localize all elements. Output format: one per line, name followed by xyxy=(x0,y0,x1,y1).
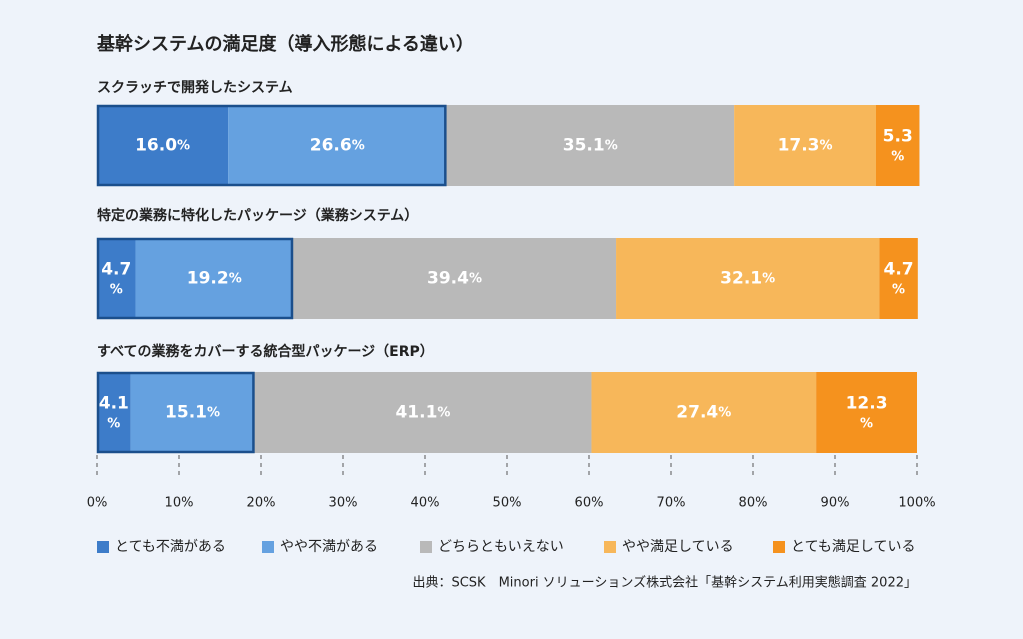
legend-swatch xyxy=(262,541,274,553)
category-label: 特定の業務に特化したパッケージ（業務システム） xyxy=(97,207,418,224)
x-tick-label: 10% xyxy=(165,496,194,511)
source: 出典：SCSK Minori ソリューションズ株式会社「基幹システム利用実態調査… xyxy=(412,575,917,591)
bar-segment xyxy=(446,105,735,186)
legend-swatch xyxy=(773,541,785,553)
value-label: 19.2% xyxy=(187,269,242,289)
category-label: スクラッチで開発したシステム xyxy=(97,79,293,96)
legend-swatch xyxy=(604,541,616,553)
x-tick-label: 60% xyxy=(575,496,604,511)
value-label: 5.3% xyxy=(883,127,913,165)
value-label: 4.7% xyxy=(883,260,913,298)
x-tick-label: 40% xyxy=(411,496,440,511)
dissatisfied-outline xyxy=(96,104,447,187)
value-label: 27.4% xyxy=(676,403,731,423)
x-tick-label: 50% xyxy=(493,496,522,511)
x-tick-label: 80% xyxy=(739,496,768,511)
bar-segment xyxy=(254,372,592,453)
value-label: 41.1% xyxy=(395,403,450,423)
x-tick-label: 20% xyxy=(247,496,276,511)
legend-label: どちらともいえない xyxy=(438,539,564,555)
bar-segment xyxy=(228,105,447,186)
bar-segment xyxy=(97,372,131,453)
bar-segment xyxy=(876,105,920,186)
bar-segment xyxy=(734,105,876,186)
bar-segment xyxy=(879,238,918,319)
value-label: 4.1% xyxy=(99,394,129,432)
bar-segment xyxy=(616,238,880,319)
value-label: 17.3% xyxy=(778,136,833,156)
legend-label: とても満足している xyxy=(791,539,915,555)
x-tick-label: 100% xyxy=(898,496,935,511)
bar-segment xyxy=(816,372,917,453)
bar-segment xyxy=(292,238,617,319)
legend-label: とても不満がある xyxy=(115,539,226,555)
bar-segment xyxy=(591,372,817,453)
legend-label: やや満足している xyxy=(622,539,734,555)
x-tick-label: 70% xyxy=(657,496,686,511)
value-label: 39.4% xyxy=(427,269,482,289)
category-label: すべての業務をカバーする統合型パッケージ（ERP） xyxy=(97,343,434,360)
dissatisfied-outline xyxy=(96,371,255,454)
dissatisfied-outline xyxy=(96,237,294,320)
value-label: 15.1% xyxy=(165,403,220,423)
x-tick-label: 90% xyxy=(821,496,850,511)
bar-segment xyxy=(130,372,255,453)
value-label: 35.1% xyxy=(563,136,618,156)
value-label: 16.0% xyxy=(135,136,190,156)
chart-title: 基幹システムの満足度（導入形態による違い） xyxy=(96,33,474,55)
value-label: 4.7% xyxy=(101,260,131,298)
x-tick-label: 30% xyxy=(329,496,358,511)
value-label: 12.3% xyxy=(846,394,888,432)
legend-label: やや不満がある xyxy=(280,539,378,555)
bar-segment xyxy=(135,238,293,319)
bar-segment xyxy=(97,105,229,186)
legend-swatch xyxy=(97,541,109,553)
value-label: 32.1% xyxy=(720,269,775,289)
x-tick-label: 0% xyxy=(87,496,108,511)
legend-swatch xyxy=(420,541,432,553)
value-label: 26.6% xyxy=(310,136,365,156)
bar-segment xyxy=(97,238,136,319)
